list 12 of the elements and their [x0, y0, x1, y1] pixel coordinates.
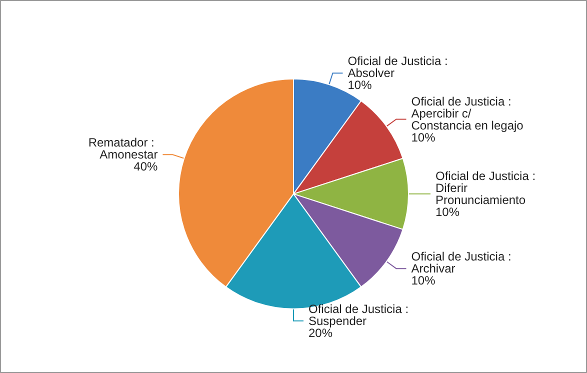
slice-label: Oficial de Justicia : Diferir Pronunciamiento: [436, 168, 539, 207]
slice-label: Oficial de Justicia : Absolver: [348, 54, 452, 80]
data-label: 10%: [436, 204, 460, 219]
data-label: 20%: [308, 326, 333, 340]
data-label: 40%: [134, 160, 158, 174]
data-label: 10%: [348, 78, 372, 92]
slice-label: Oficial de Justicia : Archivar: [411, 250, 515, 276]
slice-label: Oficial de Justicia : Suspender: [308, 302, 412, 328]
slice-label: Oficial de Justicia : Apercibir c/Constancia en legajo: [411, 94, 524, 132]
data-label: 10%: [411, 274, 436, 288]
slice-label: Rematador : Amonestar: [88, 136, 158, 162]
data-label: 10%: [411, 130, 436, 144]
